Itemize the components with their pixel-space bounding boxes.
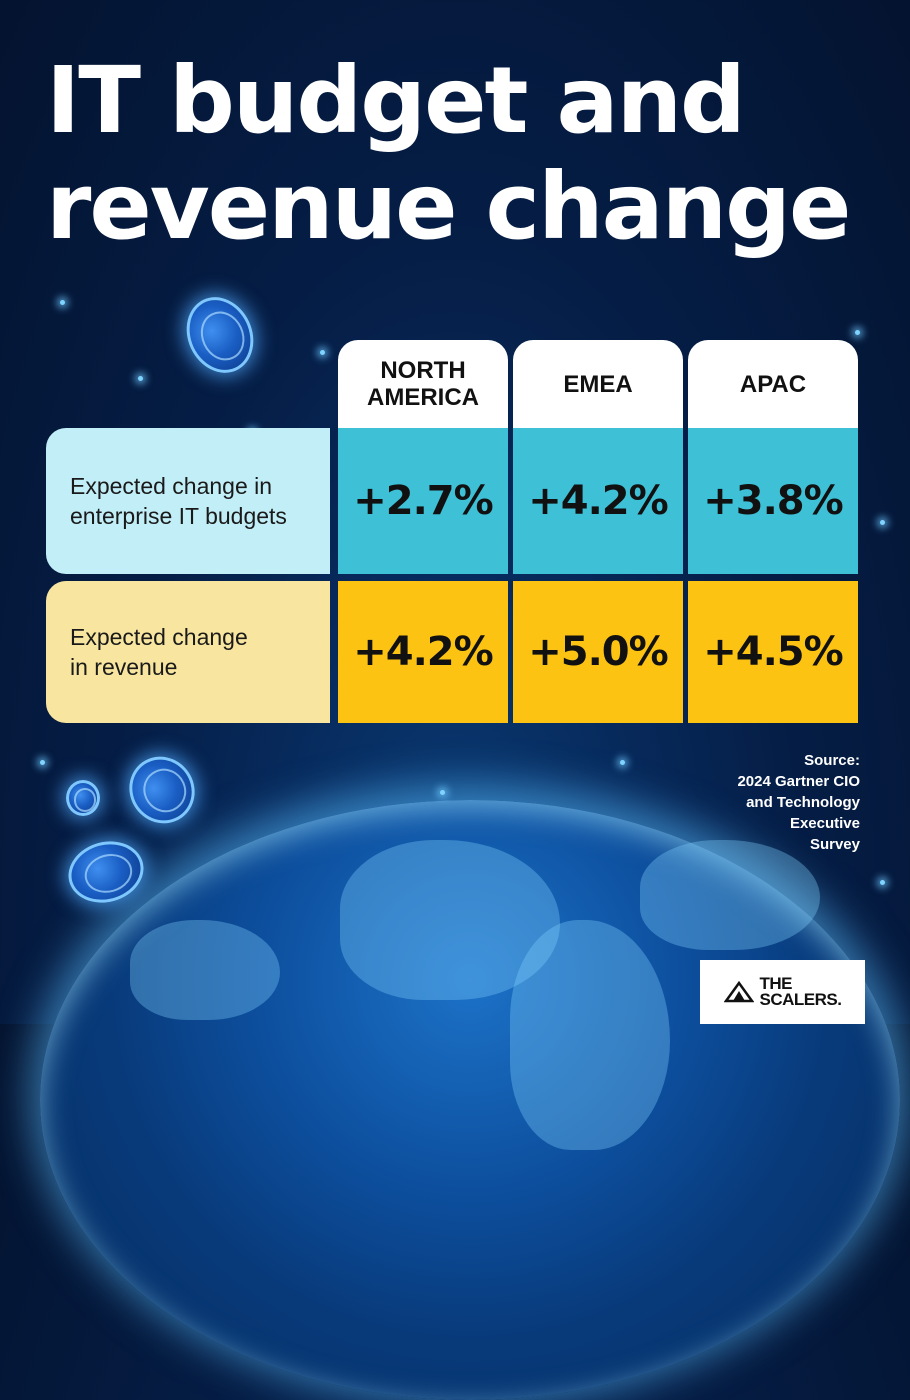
logo-wordmark: THE SCALERS. bbox=[759, 974, 842, 1009]
row-label-it-budgets: Expected change in enterprise IT budgets bbox=[46, 428, 330, 574]
logo-line: SCALERS. bbox=[759, 990, 842, 1009]
title-line-1: IT budget and bbox=[46, 47, 746, 154]
star-dot bbox=[880, 880, 885, 885]
source-line: and Technology bbox=[746, 794, 860, 811]
value-budget-apac: +3.8% bbox=[688, 428, 858, 574]
coin-icon bbox=[174, 286, 266, 384]
source-note: Source: 2024 Gartner CIO and Technology … bbox=[737, 750, 860, 855]
star-dot bbox=[60, 300, 65, 305]
row-label-revenue: Expected change in revenue bbox=[46, 581, 330, 723]
source-line: 2024 Gartner CIO bbox=[737, 773, 860, 790]
logo-line: THE bbox=[759, 974, 793, 993]
globe-illustration bbox=[40, 800, 900, 1400]
value-budget-emea: +4.2% bbox=[513, 428, 683, 574]
coin-icon bbox=[66, 780, 100, 816]
star-dot bbox=[440, 790, 445, 795]
brand-logo: THE SCALERS. bbox=[700, 960, 865, 1024]
column-header-north-america: NORTH AMERICA bbox=[338, 340, 508, 428]
star-dot bbox=[880, 520, 885, 525]
diamond-logo-icon bbox=[723, 981, 754, 1003]
star-dot bbox=[620, 760, 625, 765]
coin-icon bbox=[61, 833, 151, 911]
star-dot bbox=[855, 330, 860, 335]
value-revenue-apac: +4.5% bbox=[688, 581, 858, 723]
value-budget-north-america: +2.7% bbox=[338, 428, 508, 574]
page-title: IT budget and revenue change bbox=[46, 48, 886, 260]
star-dot bbox=[320, 350, 325, 355]
title-line-2: revenue change bbox=[46, 153, 851, 260]
column-header-emea: EMEA bbox=[513, 340, 683, 428]
coin-icon bbox=[116, 743, 208, 837]
source-line: Executive bbox=[789, 815, 860, 832]
value-revenue-emea: +5.0% bbox=[513, 581, 683, 723]
source-line: Source: bbox=[804, 752, 860, 769]
value-revenue-north-america: +4.2% bbox=[338, 581, 508, 723]
star-dot bbox=[40, 760, 45, 765]
source-line: Survey bbox=[809, 836, 860, 853]
column-header-apac: APAC bbox=[688, 340, 858, 428]
star-dot bbox=[138, 376, 143, 381]
